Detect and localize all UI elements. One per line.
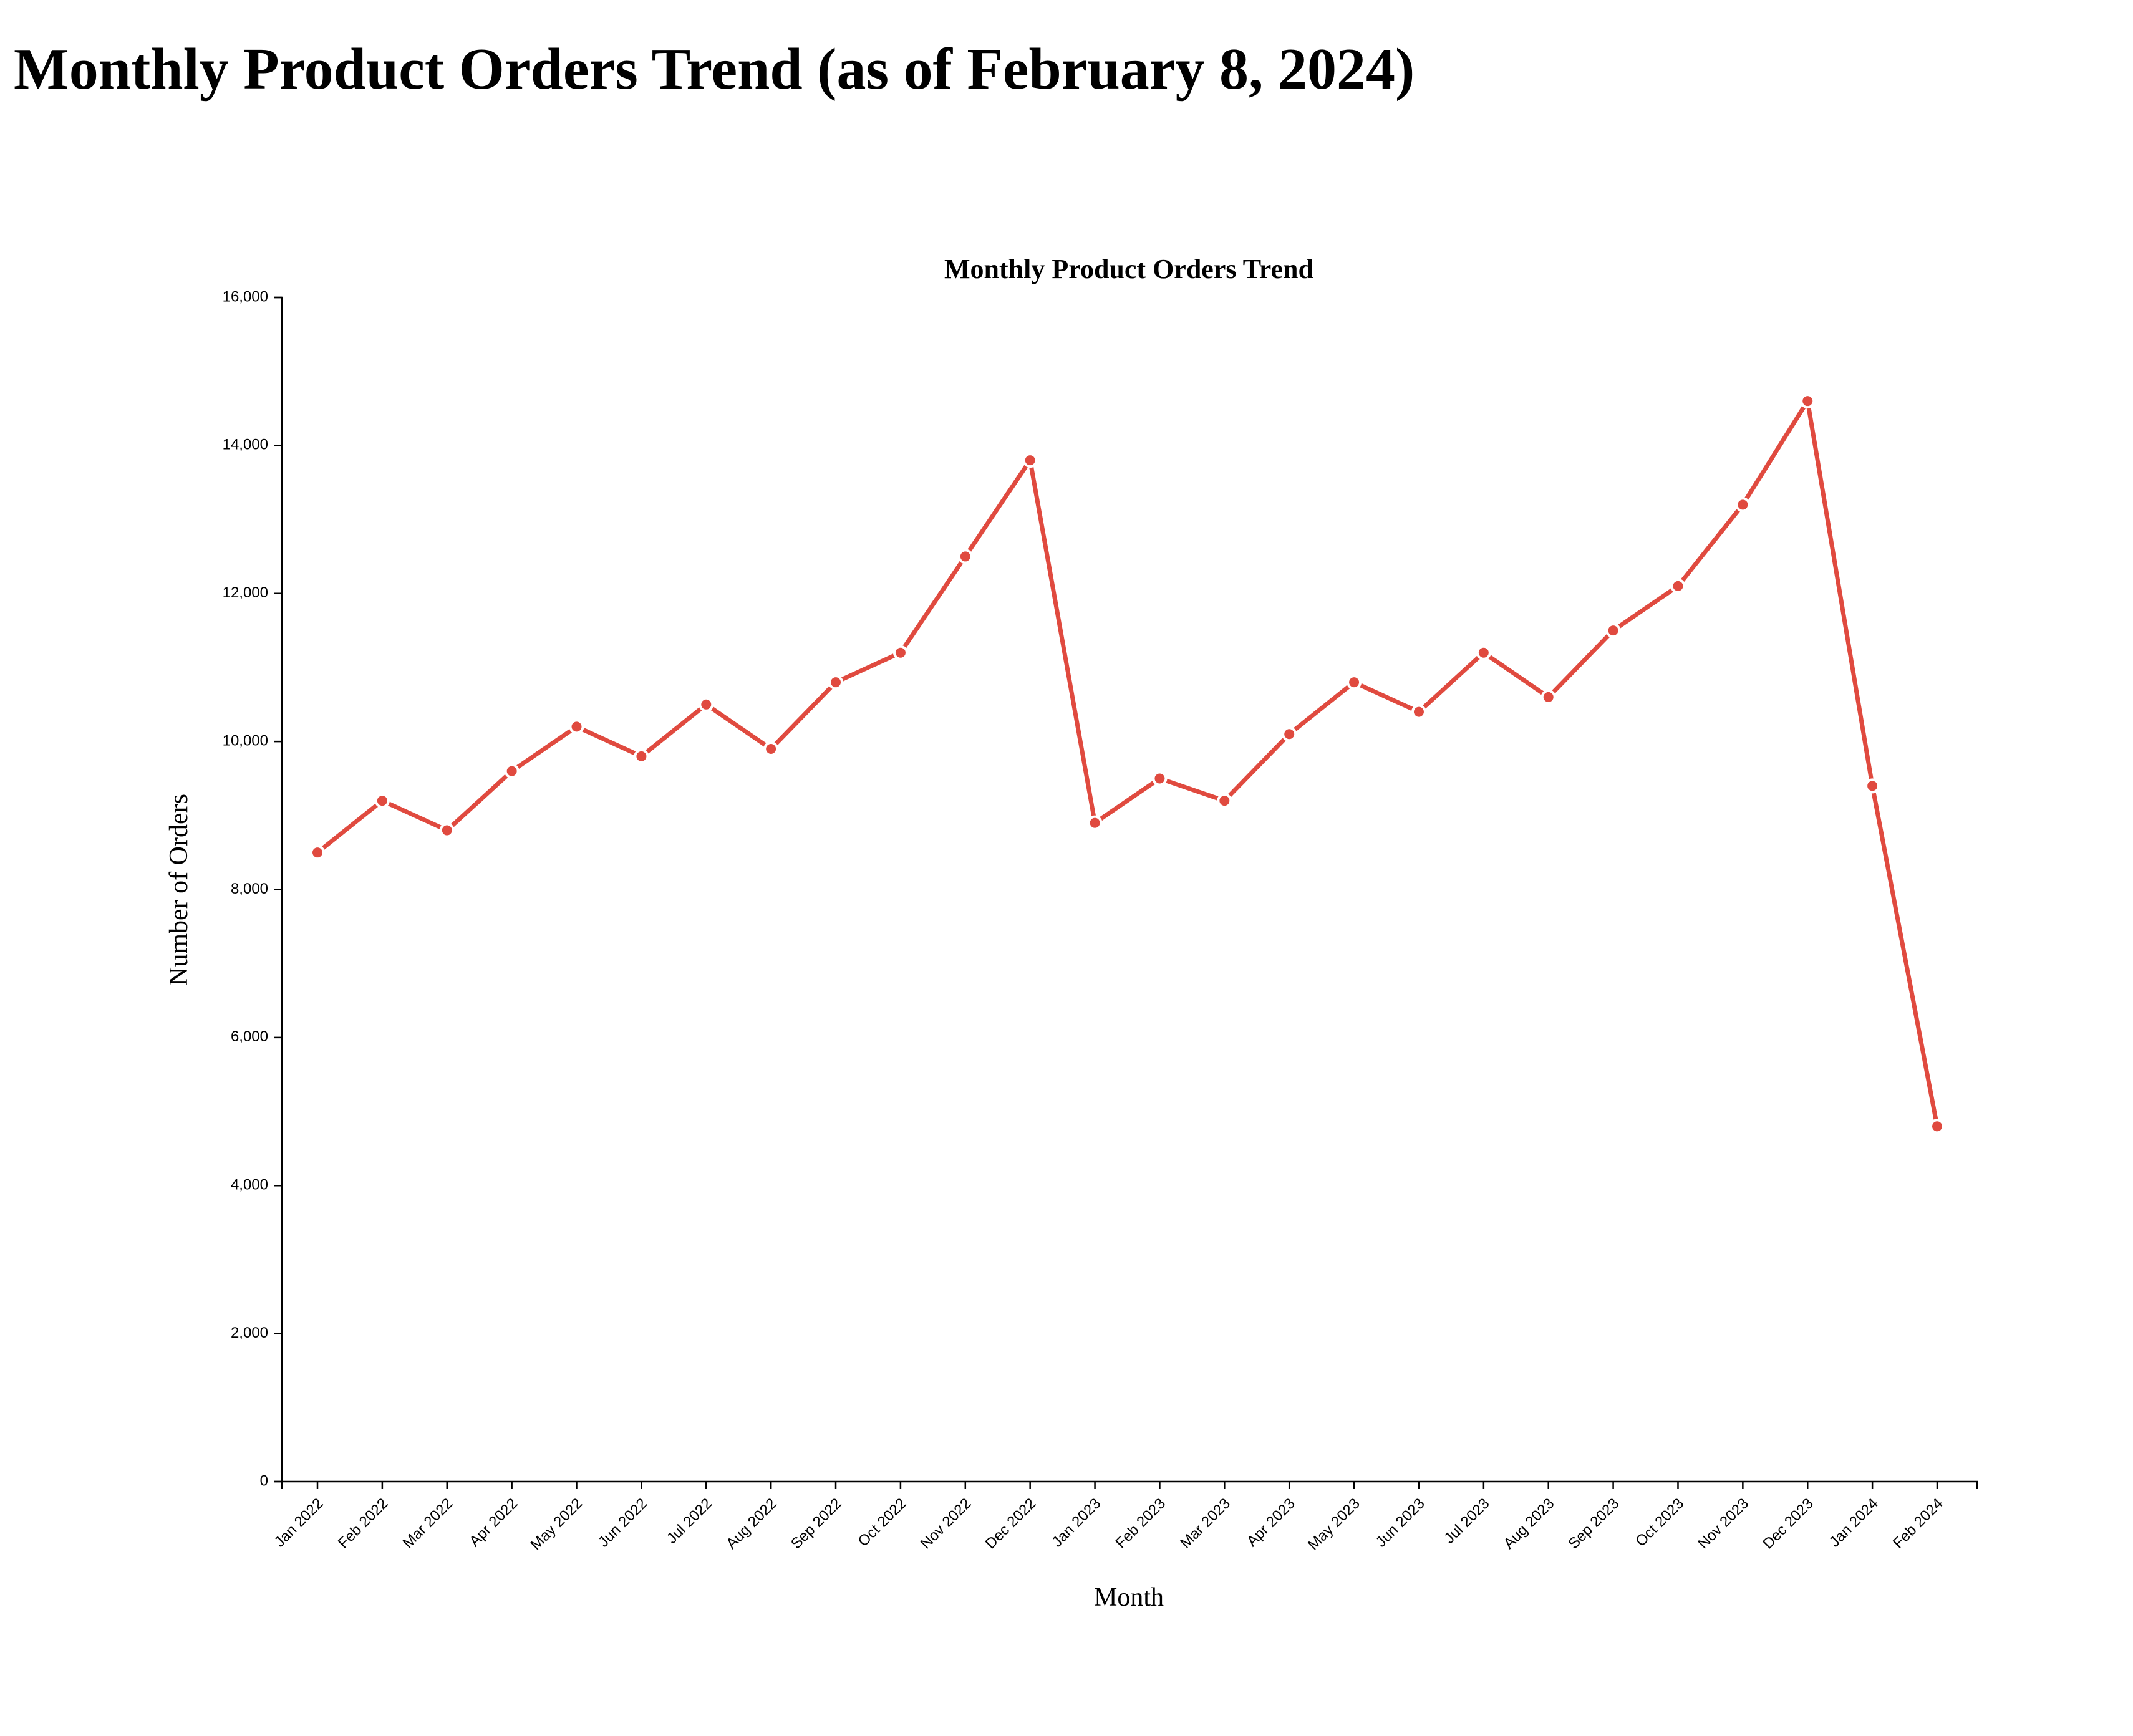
data-point [1411,704,1426,720]
data-point [1087,815,1103,831]
x-tick-label: Aug 2022 [723,1495,780,1553]
x-axis-line [281,1480,1978,1489]
data-point [892,645,908,660]
x-tick-label: Dec 2023 [1759,1495,1817,1553]
data-point [1282,726,1297,742]
x-tick-label: Jun 2023 [1373,1495,1428,1551]
x-tick-label: Jul 2022 [664,1495,715,1547]
data-point [634,748,649,764]
data-point [569,719,584,735]
x-tick-label: Oct 2022 [855,1495,910,1550]
x-tick-label: Feb 2022 [335,1495,392,1552]
x-tick-label: Apr 2023 [1244,1495,1299,1550]
y-tick-label: 14,000 [223,436,268,453]
data-point [1800,393,1816,409]
y-tick-label: 2,000 [231,1324,268,1341]
y-tick-label: 12,000 [223,584,268,601]
x-axis: Jan 2022 Feb 2022 Mar 2022 Apr 2022 May 2022… [271,1480,1978,1554]
data-point [1865,778,1880,794]
data-point [310,845,325,861]
x-tick-label: Apr 2022 [466,1495,521,1550]
data-point [1476,645,1491,660]
y-tick-label: 8,000 [231,880,268,897]
data-point [1541,689,1556,705]
x-tick-label: Jan 2023 [1048,1495,1104,1551]
y-tick-label: 16,000 [223,288,268,305]
chart-title: Monthly Product Orders Trend [944,254,1313,284]
x-tick-label: Sep 2023 [1565,1495,1623,1553]
x-tick-label: Sep 2022 [788,1495,845,1553]
data-point [1022,453,1038,468]
data-point [374,793,390,809]
data-point [699,697,714,712]
x-tick-label: Feb 2023 [1112,1495,1169,1552]
data-point [957,549,973,564]
x-tick-label: Oct 2023 [1632,1495,1687,1550]
data-point [828,675,844,690]
x-tick-label: Mar 2023 [1177,1495,1234,1552]
series-line [315,398,1940,1129]
y-tick-label: 4,000 [231,1177,268,1194]
y-axis: 0 2,000 4,000 6,000 8,000 10,000 12,000 14,000 1… [223,288,283,1489]
x-tick-label: Jan 2022 [271,1495,327,1551]
y-tick-label: 6,000 [231,1028,268,1045]
x-tick-label: Mar 2022 [400,1495,457,1552]
x-tick-label: Nov 2022 [917,1495,975,1553]
y-axis-title: Number of Orders [165,794,193,986]
data-point [504,763,520,779]
x-tick-label: Aug 2023 [1501,1495,1558,1553]
x-tick-label: Jul 2023 [1441,1495,1492,1547]
x-tick-label: Dec 2022 [982,1495,1040,1553]
x-tick-label: Jan 2024 [1826,1495,1882,1551]
data-point [1347,675,1362,690]
series-layer [310,393,1945,1134]
data-point [1152,771,1168,786]
x-tick-label: Jun 2022 [595,1495,651,1551]
data-point [1930,1119,1945,1134]
data-point [1670,578,1686,594]
x-tick-label: Feb 2024 [1890,1495,1947,1552]
data-point [1217,793,1232,809]
x-tick-label: May 2023 [1305,1495,1363,1554]
x-tick-label: May 2022 [528,1495,586,1554]
x-axis-title: Month [1094,1583,1164,1612]
page-title: Monthly Product Orders Trend (as of Febr… [14,37,1415,102]
x-tick-label: Nov 2023 [1695,1495,1752,1553]
data-point [439,822,455,838]
y-tick-label: 0 [260,1472,268,1489]
data-point [763,741,779,756]
y-tick-label: 10,000 [223,732,268,749]
data-point [1735,497,1751,513]
data-point [1605,623,1621,639]
